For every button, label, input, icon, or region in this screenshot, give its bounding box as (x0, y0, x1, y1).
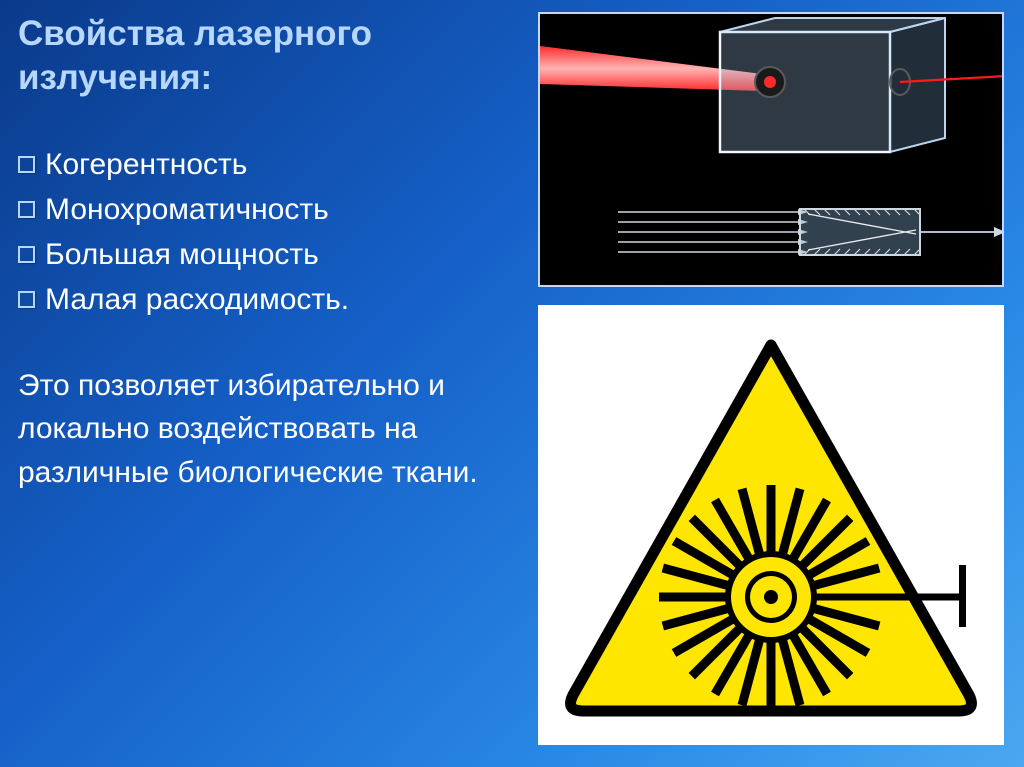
bullet-item: Малая расходимость. (18, 277, 528, 322)
laser-diagram (538, 12, 1004, 287)
bullet-marker-icon (18, 156, 35, 173)
laser-warning-icon (551, 325, 991, 725)
bullet-item: Большая мощность (18, 232, 528, 277)
laser-warning-sign (538, 305, 1004, 745)
bullet-item: Когерентность (18, 142, 528, 187)
slide: Свойства лазерного излучения: Когерентно… (0, 0, 1024, 767)
slide-title: Свойства лазерного излучения: (18, 12, 528, 100)
bullet-marker-icon (18, 291, 35, 308)
bullet-label: Монохроматичность (45, 187, 329, 232)
right-column (538, 12, 1006, 767)
laser-diagram-svg (540, 14, 1004, 287)
bullet-marker-icon (18, 246, 35, 263)
bullet-list: Когерентность Монохроматичность Большая … (18, 142, 528, 322)
left-column: Свойства лазерного излучения: Когерентно… (18, 12, 538, 767)
bullet-label: Когерентность (45, 142, 247, 187)
bullet-item: Монохроматичность (18, 187, 528, 232)
bullet-marker-icon (18, 201, 35, 218)
bullet-label: Большая мощность (45, 232, 319, 277)
bullet-label: Малая расходимость. (45, 277, 349, 322)
paragraph: Это позволяет избирательно и локально во… (18, 364, 528, 495)
